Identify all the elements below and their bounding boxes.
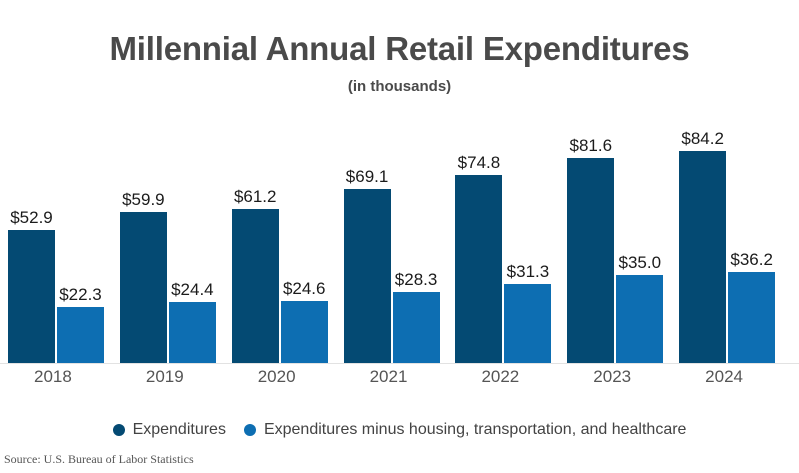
bar-group-2024: $84.2 $36.2 — [679, 118, 791, 363]
bar-wrap: $59.9 — [119, 118, 167, 363]
bar[interactable] — [57, 306, 104, 363]
source-note: Source: U.S. Bureau of Labor Statistics — [4, 452, 194, 466]
bar-group-2023: $81.6 $35.0 — [567, 118, 679, 363]
bar[interactable] — [616, 274, 664, 363]
bar-wrap: $81.6 — [567, 118, 615, 363]
x-axis-tick-2023: 2023 — [593, 367, 632, 386]
legend-item-expenditures[interactable]: Expenditures — [112, 420, 226, 439]
chart-subtitle: (in thousands) — [347, 78, 452, 95]
bar-group-2019: $59.9 $24.4 — [119, 118, 232, 363]
bar-wrap: $36.2 — [728, 118, 776, 363]
bar-value-label: $61.2 — [233, 186, 277, 206]
bar-value-label: $36.2 — [730, 249, 773, 269]
bar-wrap: $52.9 — [8, 118, 55, 363]
bar[interactable] — [343, 189, 391, 363]
bar-value-label: $52.9 — [10, 207, 53, 227]
bar[interactable] — [455, 174, 503, 363]
bar[interactable] — [679, 151, 727, 363]
bar[interactable] — [168, 301, 216, 363]
x-axis-tick-labels: 2018 2019 2020 2021 2022 2023 2024 — [8, 367, 791, 387]
bar-value-label: $84.2 — [681, 129, 724, 148]
bar-groups: $52.9 $22.3 $59.9 $24.4 $61.2 $24.6 $69.1 $28.3… — [8, 118, 791, 363]
chart-title: Millennial Annual Retail Expenditures — [109, 30, 690, 67]
bar-value-label: $22.3 — [59, 284, 102, 304]
bar-group-2022: $74.8 $31.3 — [455, 118, 567, 363]
legend-dot-icon — [112, 423, 125, 436]
bar-value-label: $28.3 — [394, 269, 438, 289]
x-axis-tick-2021: 2021 — [369, 367, 408, 386]
legend-item-expenditures-minus[interactable]: Expenditures minus housing, transportati… — [243, 420, 687, 439]
bar-value-label: $24.4 — [171, 279, 214, 299]
bar-wrap: $61.2 — [231, 118, 279, 363]
bar[interactable] — [567, 157, 615, 363]
bar[interactable] — [280, 301, 328, 363]
bar-wrap: $24.4 — [168, 118, 216, 363]
bar-wrap: $69.1 — [343, 118, 391, 363]
x-axis-tick-2022: 2022 — [481, 367, 520, 386]
plot-area: $52.9 $22.3 $59.9 $24.4 $61.2 $24.6 $69.1 $28.3… — [0, 118, 799, 363]
x-axis-line — [0, 363, 799, 364]
bar-value-label: $24.6 — [282, 279, 326, 299]
bar[interactable] — [119, 212, 167, 363]
legend-dot-icon — [243, 423, 256, 436]
bar-value-label: $81.6 — [569, 135, 613, 155]
bar-wrap: $24.6 — [280, 118, 328, 363]
bar-group-2021: $69.1 $28.3 — [343, 118, 456, 363]
x-axis-tick-2019: 2019 — [145, 367, 184, 386]
bar-value-label: $35.0 — [618, 252, 662, 272]
legend-label: Expenditures minus housing, transportati… — [263, 421, 687, 438]
bar-wrap: $35.0 — [616, 118, 664, 363]
bar[interactable] — [504, 284, 552, 363]
bar[interactable] — [728, 271, 776, 363]
bar-group-2018: $52.9 $22.3 — [8, 118, 120, 363]
x-axis-tick-2020: 2020 — [257, 367, 296, 386]
bar-wrap: $28.3 — [392, 118, 440, 363]
x-axis-tick-2018: 2018 — [34, 367, 72, 386]
bar-value-label: $74.8 — [457, 152, 501, 172]
chart-legend: Expenditures Expenditures minus housing, … — [0, 420, 799, 439]
bar-value-label: $59.9 — [122, 190, 165, 210]
bar-wrap: $22.3 — [57, 118, 104, 363]
chart-header: Millennial Annual Retail Expenditures (i… — [0, 30, 799, 96]
legend-label: Expenditures — [132, 421, 226, 438]
bar[interactable] — [8, 229, 55, 363]
bar[interactable] — [231, 208, 279, 363]
bar-wrap: $31.3 — [504, 118, 552, 363]
bar-value-label: $31.3 — [506, 262, 550, 282]
bar-value-label: $69.1 — [345, 167, 389, 186]
bar[interactable] — [392, 291, 440, 363]
x-axis-tick-2024: 2024 — [705, 367, 743, 386]
bar-wrap: $84.2 — [679, 118, 727, 363]
bar-group-2020: $61.2 $24.6 — [231, 118, 344, 363]
bar-wrap: $74.8 — [455, 118, 503, 363]
